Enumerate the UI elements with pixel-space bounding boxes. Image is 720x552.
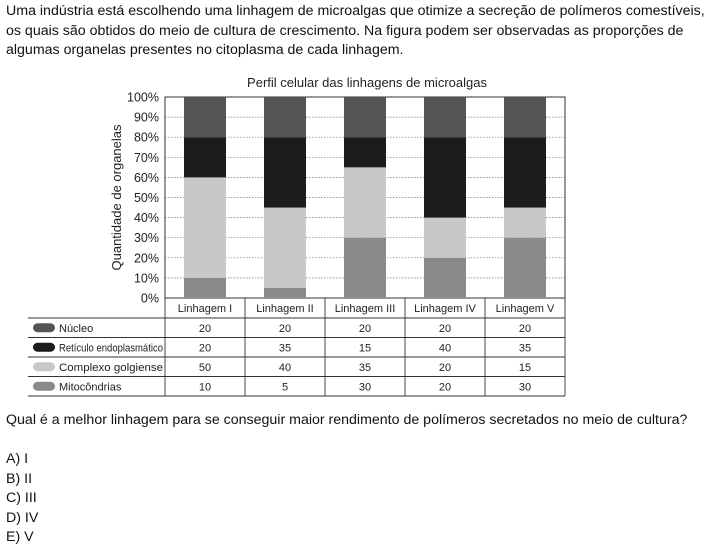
y-tick-label: 80% [134,131,159,145]
table-cell-value: 50 [199,362,211,374]
bar-segment [344,137,386,168]
option-d[interactable]: D) IV [6,509,39,526]
legend-label: Complexo golgiense [59,362,163,374]
table-cell-value: 20 [439,381,451,393]
table-cell-value: 30 [359,381,371,393]
bar-segment [344,237,386,298]
bar-segment [344,167,386,238]
table-cell-value: 30 [519,381,531,393]
legend-swatch [33,381,55,391]
bar-segment [504,137,546,208]
y-axis-label: Quantidade de organelas [109,124,124,271]
chart-title: Perfil celular das linhagens de microalg… [247,75,487,90]
question-text: Qual é a melhor linhagem para se consegu… [6,412,688,428]
table-cell-value: 20 [199,323,211,335]
bar-segment [504,97,546,138]
bar-segment [264,137,306,208]
x-category-label: Linhagem V [496,303,555,315]
table-cell-value: 10 [199,381,211,393]
legend-swatch [33,342,55,352]
option-a[interactable]: A) I [6,451,29,467]
bar-segment [424,97,466,138]
bar-segment [424,137,466,218]
y-tick-label: 20% [134,251,159,265]
table-cell-value: 15 [519,362,531,374]
bar-segment [184,277,226,298]
y-tick-label: 10% [134,271,159,285]
legend-swatch [33,323,55,333]
y-tick-label: 70% [134,151,159,165]
table-cell-value: 20 [439,323,451,335]
bar-segment [184,177,226,278]
table-cell-value: 40 [439,342,451,354]
y-tick-label: 90% [134,111,159,125]
legend-label: Núcleo [59,323,93,335]
x-category-label: Linhagem II [256,303,313,315]
option-c[interactable]: C) III [6,490,37,507]
bar-segment [184,97,226,138]
answer-options: A) I B) II C) III D) IV E) V [6,450,38,548]
y-tick-label: 30% [134,231,159,245]
bar-segment [344,97,386,138]
y-tick-label: 50% [134,191,159,205]
x-category-label: Linhagem III [335,303,396,315]
table-cell-value: 20 [279,323,291,335]
table-cell-value: 20 [519,323,531,335]
y-tick-label: 100% [127,91,159,105]
y-tick-label: 0% [141,292,159,306]
table-cell-value: 5 [282,381,288,393]
intro-text: Uma indústria está escolhendo uma linhag… [6,3,705,58]
table-cell-value: 20 [359,323,371,335]
bar-segment [424,217,466,258]
bar-segment [264,287,306,298]
legend-swatch [33,362,55,372]
option-e[interactable]: E) V [6,529,34,546]
table-cell-value: 20 [439,362,451,374]
bar-segment [504,207,546,238]
bar-segment [184,137,226,178]
bar-segment [504,237,546,298]
bar-segment [424,257,466,298]
table-cell-value: 40 [279,362,291,374]
table-cell-value: 35 [519,342,531,354]
bar-segment [264,97,306,138]
option-b[interactable]: B) II [6,470,33,487]
legend-label: Retículo endoplasmático [59,342,163,354]
y-tick-label: 40% [134,211,159,225]
table-cell-value: 15 [359,342,371,354]
bar-segment [264,207,306,288]
y-tick-label: 60% [134,171,159,185]
table-cell-value: 35 [359,362,371,374]
x-category-label: Linhagem I [178,303,232,315]
legend-label: Mitocôndrias [59,381,122,393]
stacked-bar-chart: Perfil celular das linhagens de microalg… [28,75,566,397]
table-cell-value: 35 [279,342,291,354]
table-cell-value: 20 [199,342,211,354]
x-category-label: Linhagem IV [414,303,476,315]
